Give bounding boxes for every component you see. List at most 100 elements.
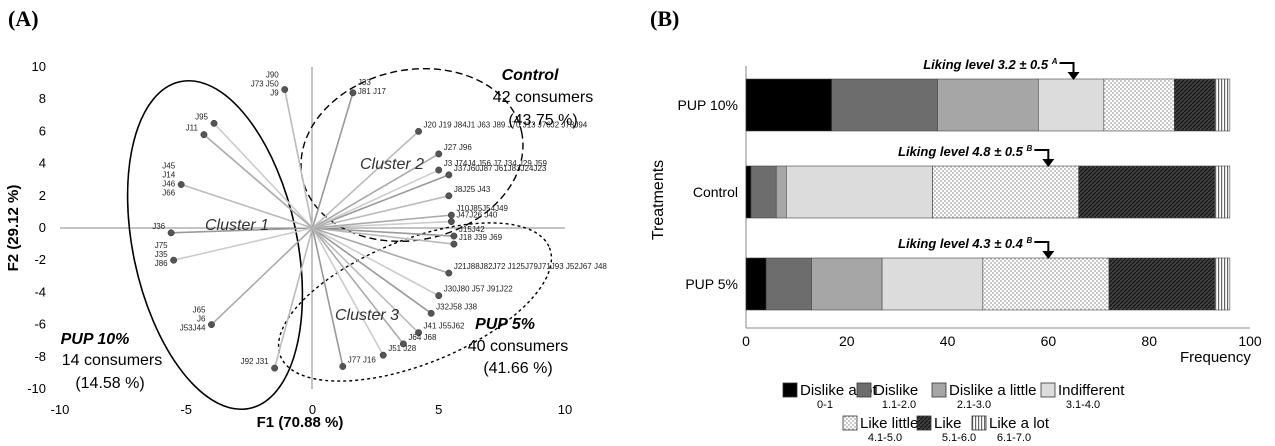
biplot-point: [167, 229, 175, 237]
legend-range: 4.1-5.0: [868, 432, 902, 444]
biplot-y-tick-label: 8: [39, 91, 46, 106]
bar-segment: [937, 78, 1039, 132]
legend-range: 2.1-3.0: [957, 399, 991, 411]
pup10-group-count: 14 consumers: [62, 352, 163, 369]
biplot-point-label: J8J25 J43: [454, 185, 491, 194]
biplot-point: [210, 119, 218, 127]
biplot-point-label: J51 J28: [388, 344, 417, 353]
biplot-vector: [210, 227, 314, 326]
cluster-2-label: Cluster 2: [360, 156, 424, 173]
legend-label: Indifferent: [1058, 382, 1125, 399]
biplot-point-label: J27 J96: [444, 143, 473, 152]
biplot-point-label: J45 J14 J46 J66: [162, 162, 175, 198]
biplot-point-label: J75 J35 J86: [155, 241, 168, 268]
biplot-vector: [312, 227, 454, 245]
bar-segment: [932, 165, 1079, 219]
bar-segment: [745, 257, 767, 311]
biplot-point: [208, 321, 215, 329]
biplot-point: [435, 166, 443, 174]
liking-level-arrow: [1059, 62, 1075, 74]
biplot-point-label: J32J58 J38: [436, 302, 477, 311]
legend-swatch: [1040, 382, 1056, 398]
liking-level-arrowhead: [1067, 72, 1080, 80]
legend-swatch: [856, 382, 872, 398]
biplot-y-tick-label: 4: [39, 156, 46, 171]
biplot-vector: [312, 214, 452, 229]
liking-level-label: Liking level 3.2 ± 0.5 A: [923, 57, 1058, 72]
control-group-percent: (43.75 %): [508, 112, 577, 129]
biplot-point: [445, 192, 453, 200]
bar-segment: [750, 165, 777, 219]
biplot-vector: [312, 227, 432, 314]
biplot-y-tick-label: -4: [34, 284, 46, 299]
biplot-point: [200, 131, 208, 139]
cluster-1-label: Cluster 1: [205, 217, 269, 234]
biplot-point: [379, 351, 387, 359]
legend-range: 5.1-6.0: [942, 432, 976, 444]
biplot-y-axis-title: F2 (29.12 %): [5, 185, 22, 272]
biplot-vector: [312, 227, 440, 297]
biplot-point-label: J3 J74J4 J56 J7 J34 J29 J59: [444, 159, 548, 168]
biplot-point-label: J90 J73 J50 J9: [251, 71, 280, 98]
biplot-vector: [312, 227, 450, 274]
biplot-point: [281, 86, 289, 93]
liking-level-arrowhead: [1042, 251, 1055, 259]
bar-segment: [1108, 257, 1216, 311]
bar-segment: [765, 257, 812, 311]
biplot-y-tick-label: -10: [27, 381, 46, 396]
biplot-vector: [312, 169, 440, 229]
biplot-point-label: J33 J81 J17: [358, 78, 387, 96]
bar-segment: [1214, 165, 1231, 219]
liking-level-arrow: [1034, 149, 1050, 161]
bar-segment: [786, 165, 933, 219]
biplot-y-tick-label: -6: [34, 317, 46, 332]
biplot-vector: [312, 153, 440, 229]
bar-category-label: Control: [693, 184, 738, 200]
biplot-point: [445, 269, 453, 277]
control-group-title: Control: [502, 67, 559, 84]
bar-y-axis-title: Treatments: [650, 160, 667, 240]
legend-range: 0-1: [817, 399, 833, 411]
bar-segment: [831, 78, 938, 132]
bar-segment: [1078, 165, 1216, 219]
biplot-vector: [283, 89, 314, 229]
biplot-point-label: J11: [186, 124, 199, 133]
pup5-group-count: 40 consumers: [468, 338, 569, 355]
legend-range: 1.1-2.0: [882, 399, 916, 411]
biplot-point: [427, 309, 435, 317]
biplot-point: [450, 232, 458, 240]
biplot-point: [349, 89, 357, 97]
biplot-point: [435, 150, 443, 158]
biplot-vector: [312, 195, 450, 229]
bar-segment: [1174, 78, 1216, 132]
biplot-point-label: J65 J6 J53J44: [180, 306, 206, 333]
biplot-point: [450, 240, 458, 248]
bar-segment: [1103, 78, 1175, 132]
bar-x-axis-title: Frequency: [1180, 349, 1251, 366]
biplot-vector: [203, 134, 314, 229]
liking-level-arrowhead: [1042, 159, 1055, 167]
biplot-point: [399, 340, 407, 348]
biplot-point: [447, 218, 455, 226]
stacked-bar-chart: PUP 10% Control PUP 5% 0 20 40 60 80 100 Liking…: [650, 57, 1262, 444]
control-group-count: 42 consumers: [493, 89, 594, 106]
biplot-chart: -10 -5 0 5 10 10 8 6 4 2 0 -2 -4 -6 -8 -10 F1 (70.88 %)…: [5, 59, 607, 431]
biplot-vector: [213, 122, 314, 229]
biplot-point: [339, 363, 347, 370]
bar-x-tick-label: 20: [839, 333, 855, 349]
biplot-point-label: J10J85J54J49: [456, 204, 508, 213]
legend-swatch: [971, 415, 987, 431]
biplot-vector: [311, 130, 420, 229]
bar-segment: [1038, 78, 1105, 132]
biplot-point: [177, 181, 185, 188]
biplot-point-label: J30J80 J57 J91J22: [444, 285, 513, 294]
bar-x-tick-label: 60: [1041, 333, 1057, 349]
biplot-point-label: J92 J31: [241, 357, 270, 366]
bar-segment: [775, 165, 787, 219]
bar-x-tick-label: 0: [742, 333, 750, 349]
pup10-group-percent: (14.58 %): [75, 375, 144, 392]
biplot-vector: [311, 92, 354, 229]
biplot-point: [271, 364, 279, 372]
bar-segment: [881, 257, 984, 311]
bar-category-label: PUP 5%: [685, 276, 738, 292]
